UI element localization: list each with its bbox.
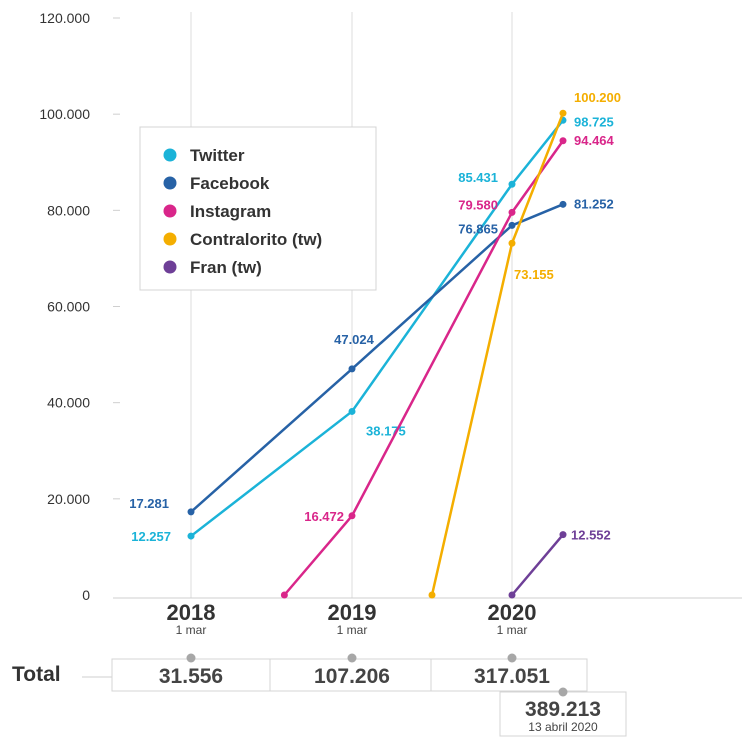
legend-marker xyxy=(163,232,177,246)
legend-entry: Contralorito (tw) xyxy=(190,230,322,249)
legend-marker xyxy=(163,260,177,274)
legend-marker xyxy=(163,176,177,190)
data-label: 73.155 xyxy=(514,267,554,282)
legend: Twitter Facebook Instagram Contralorito (tw… xyxy=(139,126,377,291)
data-label: 17.281 xyxy=(129,496,169,511)
y-tick-label: 120.000 xyxy=(39,10,90,26)
legend-marker xyxy=(163,204,177,218)
y-tick-label: 40.000 xyxy=(47,395,90,411)
x-date-label: 1 mar xyxy=(337,623,368,637)
series-fran-tw: 12.552 xyxy=(508,528,611,599)
series-line xyxy=(190,203,564,513)
data-point xyxy=(348,512,356,520)
total-box xyxy=(430,658,588,692)
x-date-label: 1 mar xyxy=(176,623,207,637)
data-label: 12.552 xyxy=(571,528,611,543)
total-dot xyxy=(507,653,517,663)
series-line xyxy=(511,533,564,596)
data-point xyxy=(280,591,288,599)
legend-entry: Facebook xyxy=(190,174,270,193)
legend-entry: Instagram xyxy=(190,202,271,221)
data-point xyxy=(559,200,567,208)
final-total-date: 13 abril 2020 xyxy=(528,720,598,734)
final-total-value: 389.213 xyxy=(525,698,601,721)
data-label: 98.725 xyxy=(574,114,614,129)
total-value: 317.051 xyxy=(474,665,550,688)
total-dot xyxy=(347,653,357,663)
data-point xyxy=(348,365,356,373)
series-contralorito-tw: 73.155 100.200 xyxy=(428,90,621,599)
y-tick-label: 100.000 xyxy=(39,106,90,122)
total-box xyxy=(269,658,432,692)
totals-label: Total xyxy=(12,663,61,686)
x-year-label: 2018 xyxy=(167,600,216,625)
data-label: 81.252 xyxy=(574,196,614,211)
legend-box xyxy=(139,126,377,291)
data-label: 79.580 xyxy=(458,197,498,212)
series-facebook: 17.281 47.024 76.865 81.252 xyxy=(129,196,614,516)
y-tick-label: 80.000 xyxy=(47,202,90,218)
data-point xyxy=(348,407,356,415)
data-label: 12.257 xyxy=(131,529,171,544)
data-label: 94.464 xyxy=(574,133,615,148)
legend-entry: Twitter xyxy=(190,146,245,165)
x-year-label: 2019 xyxy=(328,600,377,625)
data-label: 100.200 xyxy=(574,90,621,105)
final-total-box xyxy=(499,691,627,737)
data-label: 16.472 xyxy=(304,509,344,524)
data-label: 76.865 xyxy=(458,221,498,236)
data-point xyxy=(508,208,516,216)
legend-entry: Fran (tw) xyxy=(190,258,262,277)
total-value: 107.206 xyxy=(314,665,390,688)
data-point xyxy=(508,591,516,599)
x-date-label: 1 mar xyxy=(497,623,528,637)
data-point xyxy=(508,180,516,188)
total-value: 31.556 xyxy=(159,665,223,688)
total-box xyxy=(111,658,271,692)
data-point xyxy=(559,137,567,145)
final-total-dot xyxy=(558,687,568,697)
data-point xyxy=(428,591,436,599)
data-point xyxy=(508,221,516,229)
data-label: 85.431 xyxy=(458,170,498,185)
data-point xyxy=(559,531,567,539)
data-point xyxy=(508,239,516,247)
data-point xyxy=(187,532,195,540)
total-dot xyxy=(186,653,196,663)
data-point xyxy=(559,109,567,117)
data-label: 47.024 xyxy=(334,332,375,347)
legend-marker xyxy=(163,148,177,162)
series-line xyxy=(430,112,565,596)
y-tick-label: 0 xyxy=(82,587,90,603)
y-tick-label: 60.000 xyxy=(47,299,90,315)
y-tick-label: 20.000 xyxy=(47,491,90,507)
x-year-label: 2020 xyxy=(488,600,537,625)
data-point xyxy=(187,508,195,516)
